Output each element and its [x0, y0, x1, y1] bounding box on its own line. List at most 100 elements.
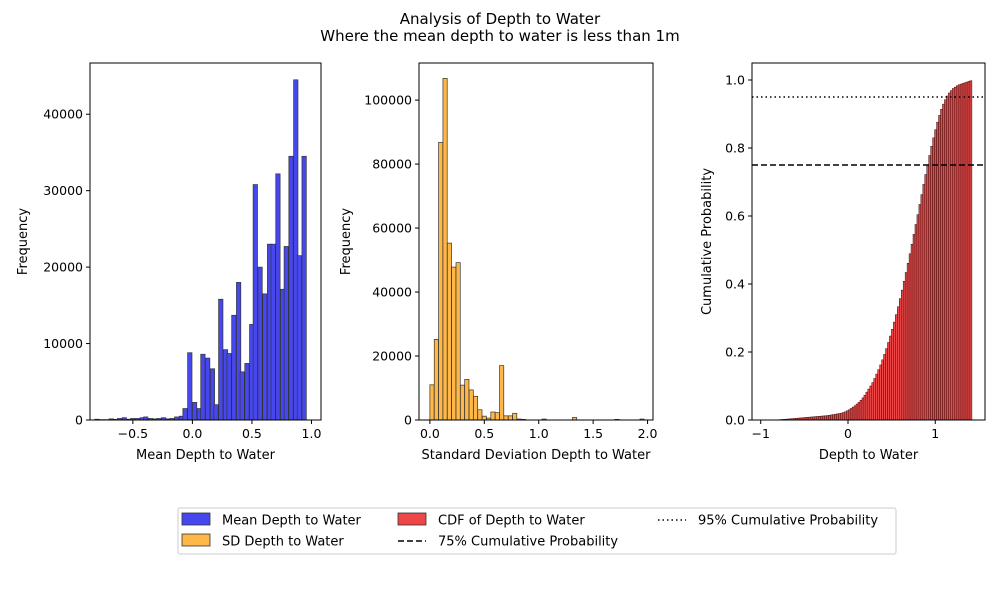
cdf-bar [932, 137, 935, 421]
y-tick-label: 10000 [43, 336, 83, 351]
cdf-bar [861, 397, 865, 421]
x-tick-label: −1 [752, 426, 770, 441]
y-tick-label: 100000 [364, 93, 412, 108]
x-tick-label: 0 [844, 426, 852, 441]
cdf-bar [875, 373, 878, 421]
cdf-bar [930, 146, 933, 421]
histogram-bar [507, 415, 513, 421]
cdf-bar [851, 406, 855, 421]
y-tick-label: 40000 [43, 107, 83, 122]
cdf-bar [867, 388, 871, 421]
histogram-bar [262, 293, 268, 421]
histogram-bar [490, 411, 496, 421]
histogram-bar [464, 379, 470, 421]
histogram-bar [213, 404, 219, 421]
cdf-bar [906, 263, 910, 421]
histogram-bar [442, 78, 448, 421]
y-tick-label: 20000 [43, 260, 83, 275]
cdf-bar [950, 90, 953, 421]
cdf-bar [814, 416, 818, 421]
cdf-bar [928, 155, 931, 421]
legend-label: 95% Cumulative Probability [698, 514, 878, 529]
y-tick-label: 0.8 [725, 141, 745, 156]
cdf-bar [938, 115, 941, 421]
legend-label: 75% Cumulative Probability [438, 535, 618, 550]
cdf-bar [865, 391, 869, 421]
y-tick-label: 0.0 [725, 413, 745, 428]
cdf-bar [873, 378, 876, 421]
histogram-bar [499, 365, 505, 421]
histogram-bar [239, 371, 245, 421]
cdf-bar [830, 414, 833, 421]
histogram-bar [205, 357, 211, 421]
histogram-bar [283, 246, 289, 421]
cdf-bar [818, 416, 821, 421]
cdf-bar [840, 412, 843, 421]
cdf-bar [948, 92, 951, 421]
histogram-bar [231, 314, 237, 421]
cdf-bar [822, 415, 825, 421]
cdf-bar [844, 411, 847, 421]
y-tick-label: 0 [75, 413, 83, 428]
sd-depth-histogram: 0.0 0.5 1.0 1.5 2.0 0 20000 40000 60000 80000 1000… [339, 62, 658, 463]
cdf-bar [899, 298, 902, 421]
histogram-bar [429, 384, 435, 421]
cdf-bar [838, 413, 841, 421]
y-tick-label: 20000 [372, 349, 412, 364]
cdf-bar [924, 174, 927, 421]
histogram-bar [433, 339, 439, 421]
cdf-bar [897, 306, 900, 421]
x-tick-label: −0.5 [118, 426, 148, 441]
y-tick-label: 60000 [372, 221, 412, 236]
cdf-bar [965, 81, 969, 421]
x-tick-label: 1.0 [302, 426, 322, 441]
x-tick-label: 0.0 [420, 426, 440, 441]
cdf-bar [885, 348, 888, 421]
cdf-bar [953, 86, 957, 421]
cdf-bar [963, 82, 967, 421]
histogram-bar [446, 242, 452, 421]
histogram-bar [455, 262, 461, 421]
legend-swatch [397, 512, 427, 526]
histogram-bar [477, 409, 483, 421]
cdf-bar [920, 194, 924, 421]
histogram-bar [481, 415, 487, 421]
y-axis-label: Frequency [16, 208, 31, 275]
y-tick-label: 0.2 [725, 345, 745, 360]
cdf-bar [820, 415, 823, 421]
cdf-bar [922, 184, 926, 421]
cdf-bar [857, 402, 861, 421]
legend-frame [177, 507, 897, 555]
cdf-bar [902, 281, 906, 421]
histogram-bar [438, 141, 444, 421]
x-tick-label: 1.0 [529, 426, 549, 441]
cdf-bar [871, 382, 874, 421]
histogram-bar [244, 363, 250, 421]
cdf-bar [900, 289, 904, 421]
axes-frame [89, 62, 322, 421]
cdf-bar [877, 369, 880, 421]
histogram-bar [192, 402, 198, 421]
cdf-bar [836, 413, 839, 421]
cdf-bar [967, 81, 971, 421]
x-axis-label: Mean Depth to Water [136, 448, 276, 463]
cdf-bar [863, 394, 867, 421]
x-tick-label: 1.5 [583, 426, 603, 441]
histogram-bar [257, 266, 263, 421]
cdf-bar [936, 121, 939, 421]
cdf-bar [944, 99, 947, 421]
cdf-depth-chart: −1 0 1 0.0 0.2 0.4 0.6 0.8 1.0 Depth to Water Cumu… [700, 62, 986, 463]
histogram-bar [512, 412, 518, 421]
histogram-bar [252, 184, 258, 421]
cdf-bar [934, 129, 937, 421]
cdf-bar [955, 85, 959, 421]
cdf-bar [879, 364, 882, 421]
cdf-bar [883, 354, 886, 421]
figure-subtitle: Where the mean depth to water is less th… [320, 27, 679, 45]
legend-label: Mean Depth to Water [222, 514, 362, 529]
cdf-bar [887, 342, 890, 421]
x-axis-label: Standard Deviation Depth to Water [422, 448, 652, 463]
cdf-bar [849, 408, 853, 421]
cdf-bar [842, 412, 845, 421]
cdf-bar [832, 414, 835, 421]
